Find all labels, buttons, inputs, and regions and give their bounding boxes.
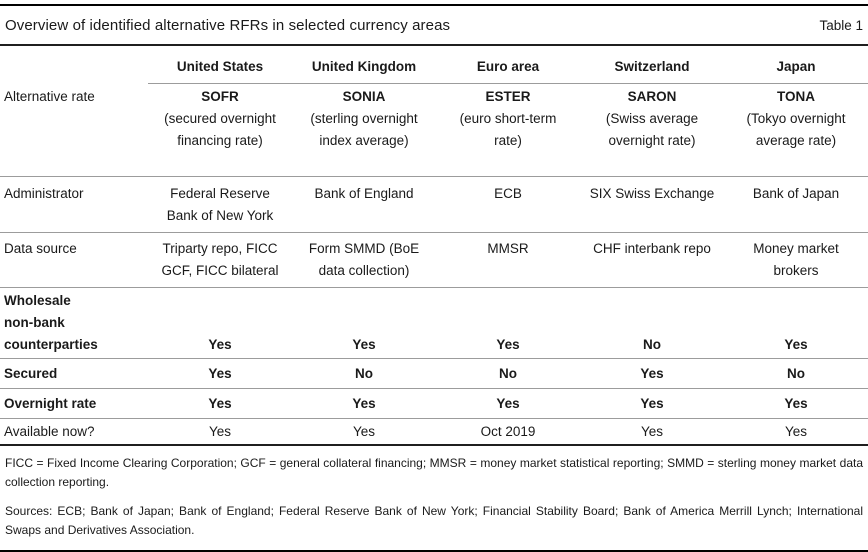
table-cell: Bank of England <box>292 176 436 233</box>
row-label-secured: Secured <box>0 358 148 389</box>
table-cell: No <box>292 358 436 389</box>
table-cell: ECB <box>436 176 580 233</box>
footnote-abbreviations: FICC = Fixed Income Clearing Corporation… <box>5 456 863 489</box>
table-cell: Yes <box>580 358 724 389</box>
row-label-data-source: Data source <box>0 232 148 288</box>
table-cell: Yes <box>292 418 436 444</box>
column-header-row: United States United Kingdom Euro area S… <box>0 46 868 84</box>
row-overnight-rate: Overnight rate Yes Yes Yes Yes Yes <box>0 388 868 419</box>
table-cell: Yes <box>292 388 436 419</box>
column-header-japan: Japan <box>724 46 868 84</box>
table-cell: Yes <box>148 388 292 419</box>
table-cell: SARON (Swiss average overnight rate) <box>580 84 724 177</box>
table-cell: Yes <box>148 287 292 359</box>
table-cell: Yes <box>580 418 724 444</box>
table-cell: Bank of Japan <box>724 176 868 233</box>
row-alternative-rate: Alternative rate SOFR (secured overnight… <box>0 84 868 177</box>
table-cell: Yes <box>148 358 292 389</box>
table-cell: Oct 2019 <box>436 418 580 444</box>
row-label-wholesale-non-bank-counterparties: Wholesale non-bank counterparties <box>0 287 148 359</box>
rate-name: ESTER <box>485 89 531 104</box>
corner-cell <box>0 46 148 84</box>
table-cell: Triparty repo, FICC GCF, FICC bilateral <box>148 232 292 288</box>
column-header-united-states: United States <box>148 46 292 84</box>
title-separator-rule <box>0 44 868 46</box>
rate-name: TONA <box>776 89 815 104</box>
table-cell: Yes <box>580 388 724 419</box>
column-header-euro-area: Euro area <box>436 46 580 84</box>
footnotes: FICC = Fixed Income Clearing Corporation… <box>0 446 868 540</box>
rfr-overview-table: United States United Kingdom Euro area S… <box>0 46 868 444</box>
table-cell: No <box>436 358 580 389</box>
row-label-administrator: Administrator <box>0 176 148 233</box>
rate-name: SARON <box>627 89 677 104</box>
column-header-united-kingdom: United Kingdom <box>292 46 436 84</box>
row-label-overnight-rate: Overnight rate <box>0 388 148 419</box>
table-cell: Form SMMD (BoE data collection) <box>292 232 436 288</box>
table-title-bar: Overview of identified alternative RFRs … <box>0 6 868 44</box>
row-available-now: Available now? Yes Yes Oct 2019 Yes Yes <box>0 418 868 444</box>
table-cell: Yes <box>436 388 580 419</box>
row-label-alternative-rate: Alternative rate <box>4 88 95 104</box>
rate-description: (Swiss average overnight rate) <box>605 111 699 148</box>
table-cell: Yes <box>724 418 868 444</box>
table-cell: Yes <box>148 418 292 444</box>
row-data-source: Data source Triparty repo, FICC GCF, FIC… <box>0 232 868 288</box>
rate-name: SONIA <box>342 89 386 104</box>
footnote-sources: Sources: ECB; Bank of Japan; Bank of Eng… <box>5 504 863 537</box>
rate-description: (secured overnight financing rate) <box>164 111 276 148</box>
table-cell: No <box>580 287 724 359</box>
page-title: Overview of identified alternative RFRs … <box>5 16 451 34</box>
row-label-available-now: Available now? <box>0 418 148 444</box>
table-cell: ESTER (euro short-term rate) <box>436 84 580 177</box>
rate-description: (euro short-term rate) <box>459 111 557 148</box>
table-cell: Yes <box>292 287 436 359</box>
table-cell: TONA (Tokyo overnight average rate) <box>724 84 868 177</box>
rate-name: SOFR <box>201 89 239 104</box>
table-cell: MMSR <box>436 232 580 288</box>
top-rule <box>0 4 868 6</box>
table-cell: Yes <box>436 287 580 359</box>
table-cell: Money market brokers <box>724 232 868 288</box>
table-cell: SONIA (sterling overnight index average) <box>292 84 436 177</box>
column-header-switzerland: Switzerland <box>580 46 724 84</box>
table-cell: CHF interbank repo <box>580 232 724 288</box>
table-cell: Yes <box>724 388 868 419</box>
table-cell: SOFR (secured overnight financing rate) <box>148 84 292 177</box>
rate-description: (sterling overnight index average) <box>310 111 418 148</box>
table-cell: Yes <box>724 287 868 359</box>
rate-description: (Tokyo overnight average rate) <box>746 111 846 148</box>
row-secured: Secured Yes No No Yes No <box>0 358 868 389</box>
table-bottom-rule <box>0 444 868 446</box>
row-administrator: Administrator Federal Reserve Bank of Ne… <box>0 176 868 233</box>
row-wholesale-non-bank-counterparties: Wholesale non-bank counterparties Yes Ye… <box>0 287 868 359</box>
table-number-label: Table 1 <box>819 17 863 33</box>
table-cell: SIX Swiss Exchange <box>580 176 724 233</box>
table-cell: No <box>724 358 868 389</box>
table-cell: Federal Reserve Bank of New York <box>148 176 292 233</box>
